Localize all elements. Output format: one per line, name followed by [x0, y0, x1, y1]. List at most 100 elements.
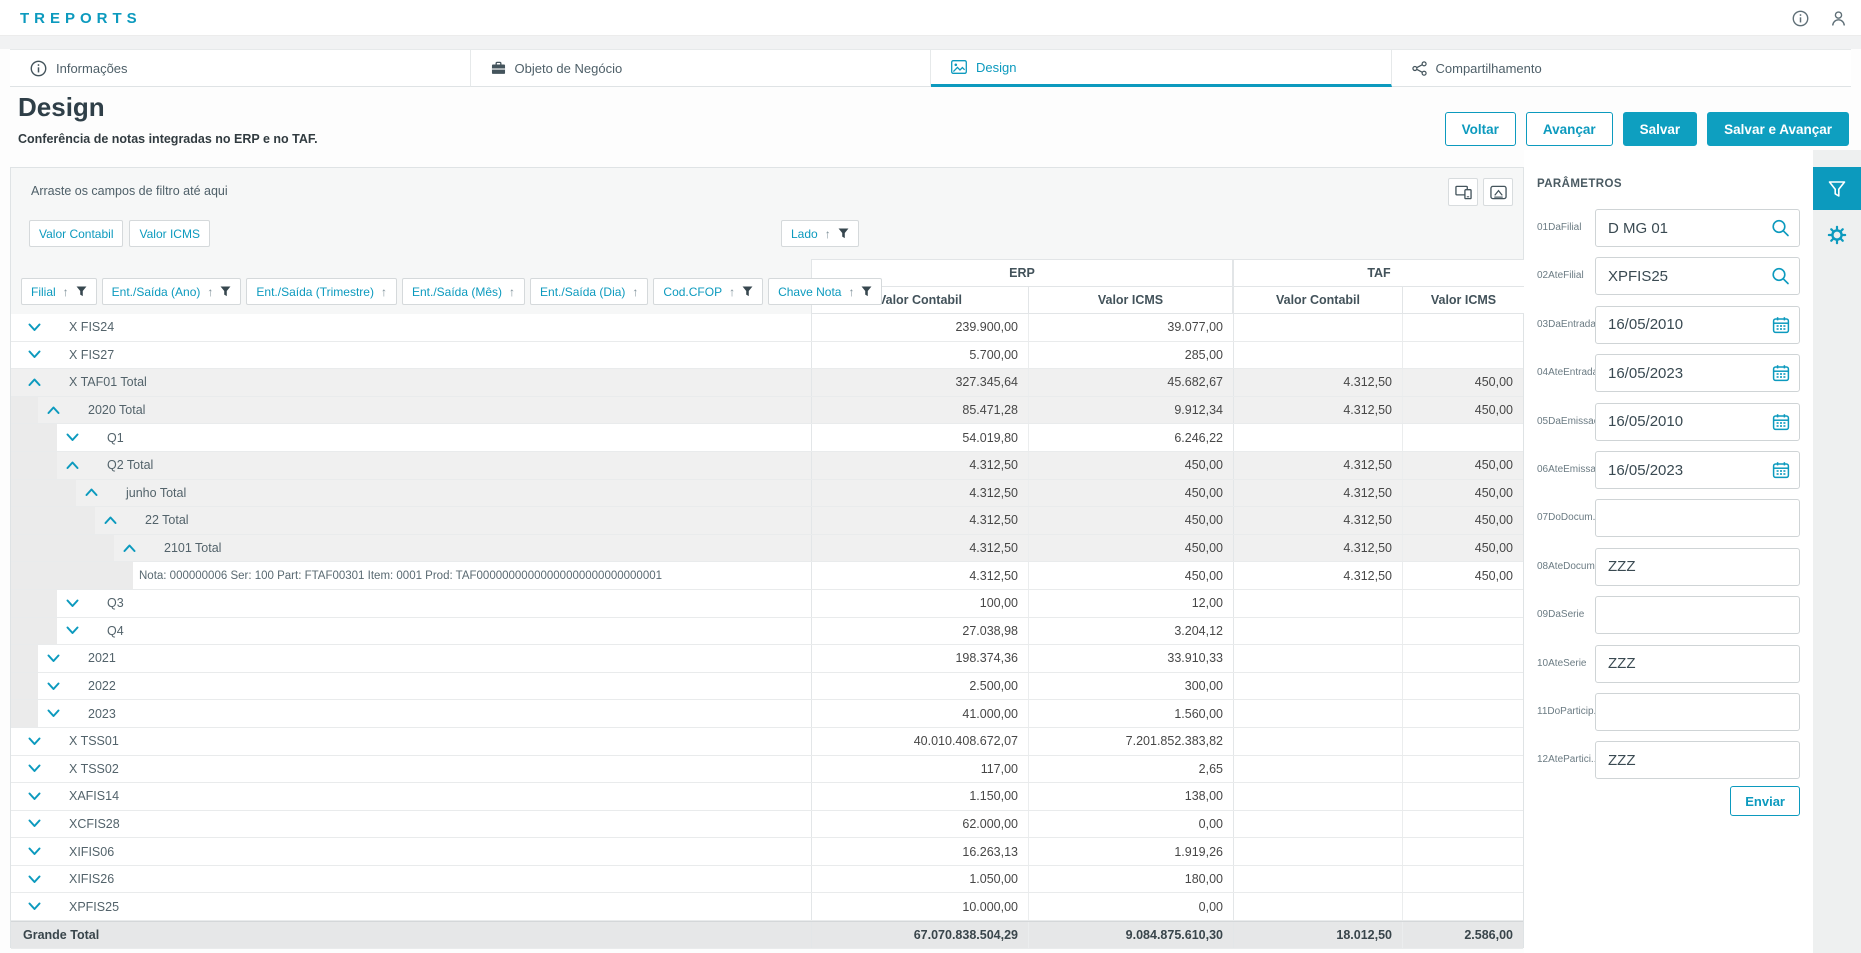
- chevron-up-icon[interactable]: [25, 374, 43, 390]
- param-input[interactable]: [1596, 694, 1799, 730]
- chevron-up-icon[interactable]: [120, 540, 138, 556]
- chevron-down-icon[interactable]: [25, 816, 43, 832]
- value-cell: 4.312,50: [1233, 369, 1402, 396]
- parameters-panel: PARÂMETROS 01DaFilial 02AteFilial 03DaEntr…: [1524, 150, 1813, 953]
- param-label: 12AtePartici...: [1537, 754, 1595, 766]
- value-cell: [1233, 424, 1402, 451]
- value-cell: [1402, 617, 1523, 645]
- filter-funnel-icon[interactable]: [742, 286, 753, 297]
- filter-funnel-icon[interactable]: [76, 286, 87, 297]
- tab-design[interactable]: Design: [931, 50, 1392, 87]
- field-chip-valor-icms[interactable]: Valor ICMS: [129, 220, 210, 247]
- chevron-down-icon[interactable]: [25, 899, 43, 915]
- export-icon[interactable]: [1483, 178, 1513, 206]
- chevron-up-icon[interactable]: [101, 512, 119, 528]
- field-chip-ent-sa-da-m-s-[interactable]: Ent./Saída (Mês) ↑: [401, 278, 526, 305]
- parameters-title: PARÂMETROS: [1537, 178, 1622, 190]
- param-input[interactable]: [1596, 742, 1799, 779]
- tab-objeto-de-neg-cio[interactable]: Objeto de Negócio: [470, 50, 931, 87]
- calendar-icon[interactable]: [1772, 461, 1790, 479]
- param-input[interactable]: [1596, 306, 1799, 343]
- devices-icon[interactable]: [1448, 178, 1478, 206]
- chevron-down-icon[interactable]: [44, 650, 62, 666]
- chevron-down-icon[interactable]: [44, 678, 62, 694]
- search-icon[interactable]: [1771, 267, 1790, 286]
- save-next-button[interactable]: Salvar e Avançar: [1707, 112, 1849, 146]
- filter-funnel-icon[interactable]: [838, 228, 849, 239]
- chevron-up-icon[interactable]: [82, 485, 100, 501]
- value-cell: [1233, 314, 1402, 341]
- sort-asc-icon[interactable]: ↑: [380, 284, 387, 299]
- field-chip-cod-cfop[interactable]: Cod.CFOP ↑: [653, 278, 764, 305]
- value-cell: 450,00: [1028, 562, 1233, 589]
- info-icon[interactable]: [1791, 9, 1809, 27]
- filter-funnel-icon[interactable]: [220, 286, 231, 297]
- chip-label: Chave Nota: [778, 284, 842, 299]
- user-icon[interactable]: [1829, 9, 1847, 27]
- sort-asc-icon[interactable]: ↑: [729, 284, 736, 299]
- chevron-down-icon[interactable]: [63, 430, 81, 446]
- submit-button[interactable]: Enviar: [1730, 786, 1800, 816]
- value-cell: 12,00: [1028, 589, 1233, 617]
- param-input[interactable]: [1596, 548, 1799, 585]
- filter-panel-icon[interactable]: [1813, 167, 1861, 210]
- value-cell: 40.010.408.672,07: [811, 727, 1028, 755]
- param-input[interactable]: [1596, 355, 1799, 392]
- chevron-up-icon[interactable]: [63, 457, 81, 473]
- chevron-down-icon[interactable]: [63, 595, 81, 611]
- field-chip-chave-nota[interactable]: Chave Nota ↑: [768, 278, 883, 305]
- table-row: Nota: 000000006 Ser: 100 Part: FTAF00301…: [11, 562, 1523, 590]
- tab-informa-es[interactable]: Informações: [10, 50, 471, 87]
- chevron-down-icon[interactable]: [44, 706, 62, 722]
- sort-asc-icon[interactable]: ↑: [207, 284, 214, 299]
- next-button[interactable]: Avançar: [1525, 112, 1613, 146]
- chevron-up-icon[interactable]: [44, 402, 62, 418]
- column-chip-lado[interactable]: Lado ↑: [781, 220, 859, 247]
- param-input[interactable]: [1596, 645, 1799, 682]
- chevron-down-icon[interactable]: [25, 788, 43, 804]
- gear-icon[interactable]: [1827, 225, 1847, 250]
- back-button[interactable]: Voltar: [1444, 112, 1516, 146]
- sort-asc-icon[interactable]: ↑: [632, 284, 639, 299]
- tab-bar: Informações Objeto de Negócio Design Compar…: [10, 49, 1851, 87]
- chevron-down-icon[interactable]: [63, 623, 81, 639]
- param-input[interactable]: [1596, 500, 1799, 537]
- field-chip-valor-contabil[interactable]: Valor Contabil: [29, 220, 124, 247]
- calendar-icon[interactable]: [1772, 413, 1790, 431]
- param-input[interactable]: [1596, 597, 1799, 634]
- sort-asc-icon[interactable]: ↑: [824, 226, 831, 241]
- field-chip-ent-sa-da-ano-[interactable]: Ent./Saída (Ano) ↑: [101, 278, 242, 305]
- chevron-down-icon[interactable]: [25, 871, 43, 887]
- param-input[interactable]: [1596, 452, 1799, 488]
- value-cell: 117,00: [811, 755, 1028, 783]
- value-cell: 4.312,50: [1233, 507, 1402, 534]
- param-input[interactable]: [1596, 403, 1799, 440]
- row-label: junho Total: [126, 485, 187, 500]
- chevron-down-icon[interactable]: [25, 319, 43, 335]
- field-chip-ent-sa-da-dia-[interactable]: Ent./Saída (Dia) ↑: [530, 278, 649, 305]
- chevron-down-icon[interactable]: [25, 733, 43, 749]
- field-chip-filial[interactable]: Filial ↑: [21, 278, 97, 305]
- row-label: X TSS01: [69, 734, 119, 749]
- sort-asc-icon[interactable]: ↑: [509, 284, 516, 299]
- chevron-down-icon[interactable]: [25, 761, 43, 777]
- search-icon[interactable]: [1771, 219, 1790, 238]
- sort-asc-icon[interactable]: ↑: [848, 284, 855, 299]
- grand-total-row: Grande Total 67.070.838.504,29 9.084.875.6…: [11, 921, 1523, 949]
- param-input[interactable]: [1596, 258, 1799, 295]
- tab-compartilhamento[interactable]: Compartilhamento: [1391, 50, 1851, 87]
- row-label: Q4: [107, 623, 124, 638]
- field-chip-ent-sa-da-trimestre-[interactable]: Ent./Saída (Trimestre) ↑: [246, 278, 397, 305]
- calendar-icon[interactable]: [1772, 316, 1790, 334]
- row-label: Q1: [107, 430, 124, 445]
- param-field-02atefilial: [1595, 257, 1800, 296]
- param-input[interactable]: [1596, 210, 1799, 246]
- calendar-icon[interactable]: [1772, 364, 1790, 382]
- save-button[interactable]: Salvar: [1622, 112, 1698, 146]
- sort-asc-icon[interactable]: ↑: [62, 284, 69, 299]
- value-cell: 1.150,00: [811, 783, 1028, 810]
- chevron-down-icon[interactable]: [25, 347, 43, 363]
- filter-funnel-icon[interactable]: [861, 286, 872, 297]
- tree-indent: [11, 534, 114, 562]
- chevron-down-icon[interactable]: [25, 844, 43, 860]
